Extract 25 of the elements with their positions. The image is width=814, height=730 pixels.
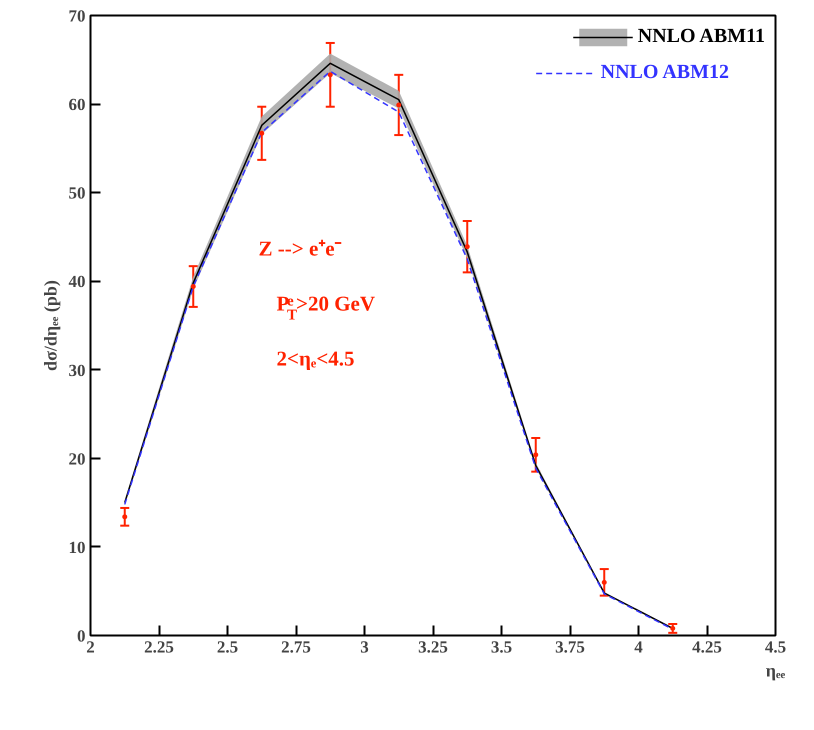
y-tick-label: 50 [68,184,86,203]
legend-label: NNLO ABM12 [600,61,729,84]
x-tick-label: 2.75 [281,638,311,656]
y-axis-title: dσ/dηₑₑ (pb) [40,280,60,371]
y-tick-label: 60 [68,95,86,114]
y-tick-label: 0 [77,626,86,646]
x-tick-label: 2.25 [144,638,174,656]
x-tick-label: 3.75 [555,638,585,656]
x-axis-title: ηₑₑ [766,660,786,680]
x-tick-label: 4.5 [764,638,786,656]
x-tick-label: 2 [86,638,95,656]
x-tick-label: 3.5 [490,638,512,656]
x-tick-label: 3.25 [418,638,448,656]
y-tick-label: 20 [68,449,86,468]
annotation: 2<ηₑ<4.5 [276,346,355,370]
x-tick-label: 2.5 [216,638,238,656]
y-tick-label: 30 [68,360,86,380]
x-tick-label: 4.25 [692,638,722,656]
x-tick-label: 3 [360,638,369,656]
y-tick-label: 40 [68,272,86,292]
x-tick-label: 4 [634,638,644,656]
y-tick-label: 70 [68,6,86,26]
y-tick-label: 10 [68,538,86,557]
annotation: Z --> e⁺e⁻ [258,236,342,260]
legend-label: NNLO ABM11 [638,25,765,48]
